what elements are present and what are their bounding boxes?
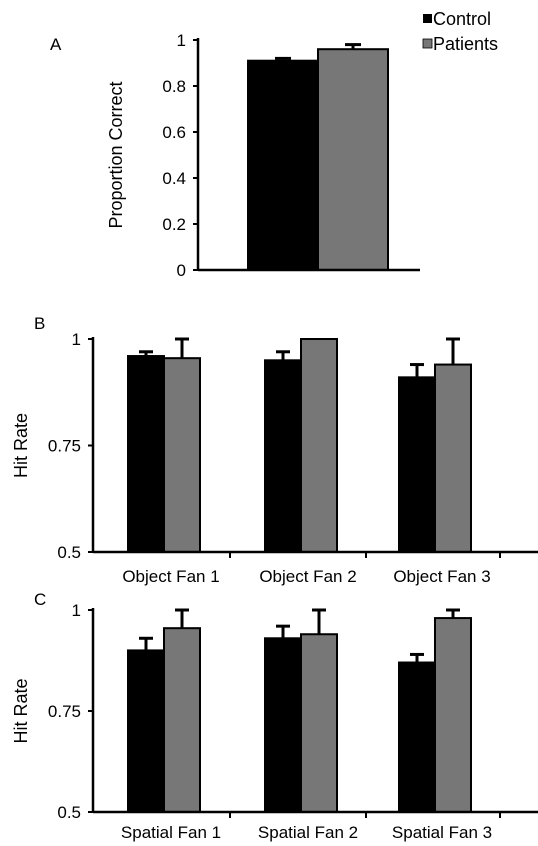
y-tick-label: 0.5: [57, 543, 81, 562]
bar-control: [247, 59, 319, 272]
y-tick-label: 1: [72, 330, 81, 349]
legend: Control Patients: [422, 9, 498, 54]
x-tick-label: Spatial Fan 2: [258, 823, 358, 842]
x-tick-label: Spatial Fan 3: [392, 823, 492, 842]
bar-patients: [434, 363, 472, 553]
bar-patients: [317, 48, 389, 272]
bar-control: [398, 376, 436, 553]
x-tick-label: Object Fan 1: [122, 567, 219, 586]
bar-patients: [300, 633, 338, 813]
bar-patients: [163, 627, 201, 813]
bar-patients: [300, 338, 338, 553]
y-axis-label: Hit Rate: [11, 413, 31, 478]
y-tick-label: 0: [177, 261, 186, 280]
y-tick-label: 0.8: [162, 77, 186, 96]
y-tick-label: 0.75: [48, 702, 81, 721]
y-tick-label: 0.75: [48, 437, 81, 456]
bar-patients: [434, 617, 472, 814]
chart-panel-b: B Hit Rate 0.5 0.75 1 Object Fan 1 Object Fan …: [11, 314, 538, 586]
bar-control: [127, 355, 165, 554]
y-tick-label: 1: [72, 601, 81, 620]
y-tick-label: 0.2: [162, 215, 186, 234]
bar-control: [264, 359, 302, 553]
bar-patients: [163, 357, 201, 554]
x-tick-label: Spatial Fan 1: [121, 823, 221, 842]
y-tick-label: 0.4: [162, 169, 186, 188]
panel-letter: A: [50, 35, 62, 54]
panel-letter: B: [34, 314, 45, 333]
chart-panel-a: A Proportion Correct 0 0.2 0.4 0.6 0.8 1: [50, 31, 420, 280]
bar-control: [264, 637, 302, 814]
x-tick-label: Object Fan 2: [259, 567, 356, 586]
chart-panel-c: C Hit Rate 0.5 0.75 1 Spatial Fan 1 Spatial Fa…: [11, 590, 538, 842]
legend-swatch-control: [423, 14, 432, 23]
legend-label-control: Control: [433, 9, 491, 29]
y-tick-label: 0.5: [57, 803, 81, 822]
legend-swatch-patients: [422, 38, 433, 49]
y-tick-label: 0.6: [162, 123, 186, 142]
panel-letter: C: [34, 590, 46, 609]
legend-label-patients: Patients: [433, 34, 498, 54]
y-axis-label: Proportion Correct: [106, 81, 126, 228]
bar-control: [127, 649, 165, 814]
x-tick-label: Object Fan 3: [393, 567, 490, 586]
y-tick-label: 1: [177, 31, 186, 50]
y-axis-label: Hit Rate: [11, 678, 31, 743]
bar-control: [398, 661, 436, 814]
